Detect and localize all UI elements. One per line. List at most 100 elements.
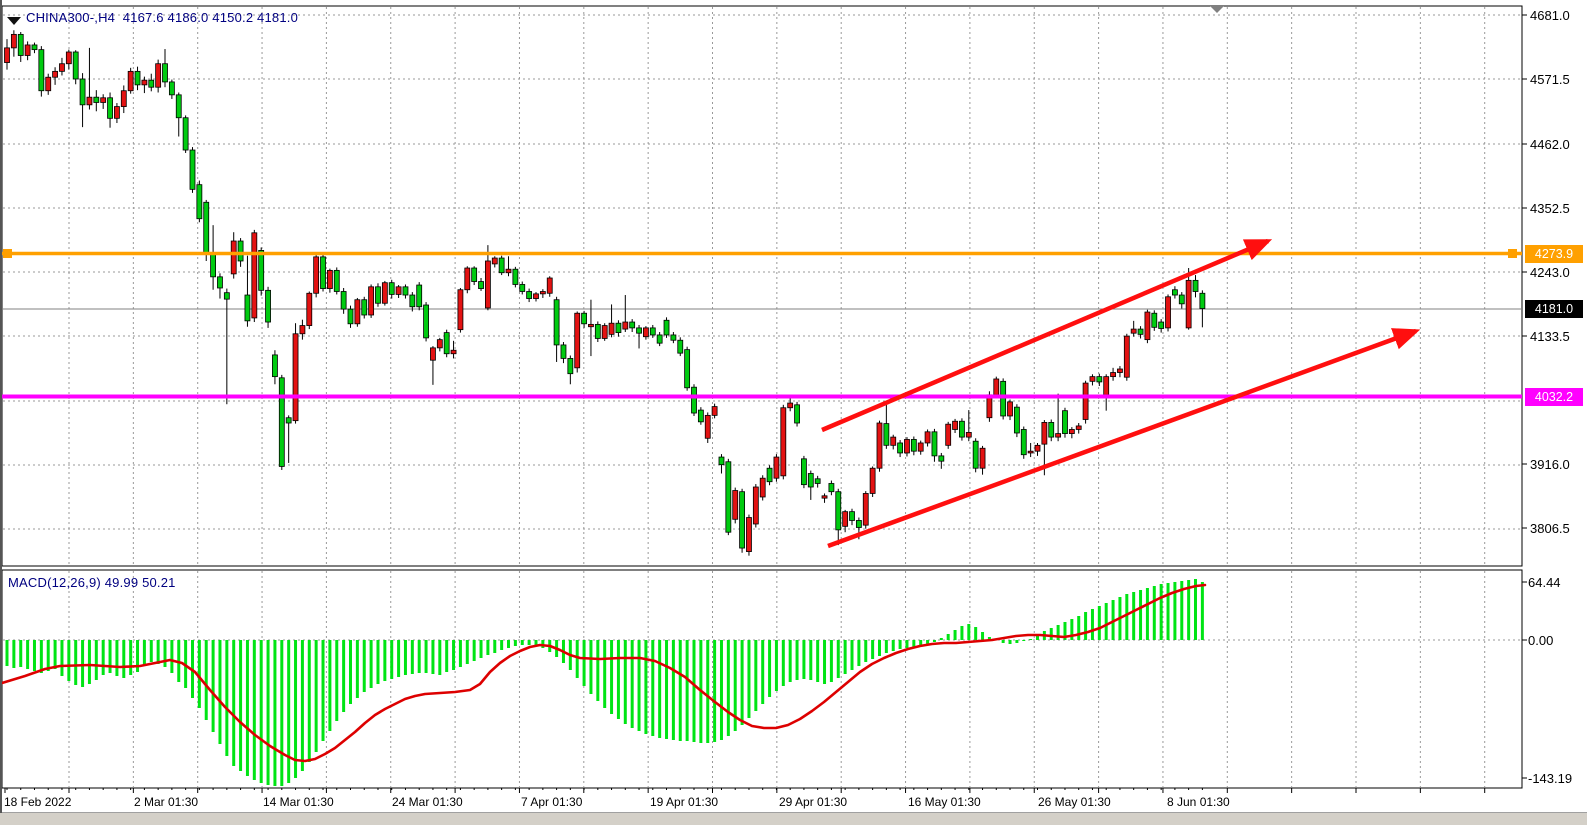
candle-up (862, 493, 869, 526)
resistance-price-tag: 4273.9 (1525, 244, 1583, 263)
candle-down (649, 327, 656, 336)
candle-up (787, 402, 794, 409)
candle-up (601, 325, 608, 339)
candle-down (258, 250, 265, 291)
window-bottom-strip (0, 812, 1587, 825)
macd-signal-line (0, 583, 1207, 763)
time-axis-label: 16 May 01:30 (908, 795, 981, 809)
price-axis-label: 4352.5 (1530, 201, 1570, 216)
candle-up (45, 76, 52, 92)
candle-down (223, 292, 230, 300)
time-axis-label: 14 Mar 01:30 (263, 795, 334, 809)
candle-down (1199, 292, 1206, 309)
candle-down (835, 491, 842, 531)
candle-down (168, 81, 175, 96)
candle-down (244, 294, 251, 322)
candle-up (52, 70, 58, 78)
candle-down (807, 473, 814, 488)
candle-down (629, 321, 636, 329)
candle-down (340, 291, 347, 310)
candle-up (299, 325, 306, 335)
candle-up (1185, 279, 1192, 329)
candle-down (1151, 312, 1158, 328)
candle-up (368, 286, 375, 316)
candle-up (86, 96, 93, 106)
candle-up (1103, 376, 1110, 396)
candle-up (993, 378, 1000, 396)
candle-down (79, 78, 86, 106)
symbol-ohlc-caption: CHINA300-,H4 4167.6 4186.0 4150.2 4181.0 (26, 10, 298, 25)
time-axis-label: 8 Jun 01:30 (1167, 795, 1230, 809)
candle-up (1110, 372, 1116, 378)
candle-down (72, 51, 79, 80)
candle-down (718, 456, 725, 466)
candle-down (237, 240, 244, 262)
candle-down (553, 299, 560, 346)
candle-up (780, 407, 787, 477)
candle-up (643, 327, 649, 338)
candle-up (746, 517, 752, 552)
candle-down (959, 420, 965, 438)
candle-down (361, 299, 368, 316)
candle-down (512, 268, 519, 285)
candle-down (203, 201, 210, 255)
candle-up (904, 439, 910, 454)
candle-up (464, 267, 471, 291)
chart-shift-marker-icon[interactable] (1210, 6, 1224, 13)
macd-axis-label: -143.19 (1528, 771, 1573, 786)
candle-down (910, 439, 917, 452)
candle-down (814, 478, 821, 484)
candle-down (175, 94, 182, 119)
candle-down (849, 511, 855, 521)
candle-down (498, 257, 505, 274)
candle-up (491, 257, 498, 265)
candle-up (292, 333, 299, 422)
candle-up (114, 106, 120, 119)
candle-down (1192, 279, 1199, 292)
candle-down (471, 267, 478, 282)
candle-down (1096, 376, 1103, 383)
candle-down (560, 344, 567, 359)
candle-down (1020, 429, 1027, 456)
resistance-handle-left[interactable] (3, 249, 12, 258)
candle-up (457, 289, 464, 331)
candle-down (189, 149, 196, 190)
candle-down (855, 520, 862, 528)
candle-up (588, 323, 594, 328)
candle-down (148, 79, 155, 88)
candle-down (93, 96, 100, 103)
candle-down (697, 409, 704, 423)
candle-up (1027, 450, 1034, 454)
candle-down (272, 354, 278, 378)
symbol-dropdown-triangle-icon[interactable] (7, 12, 21, 30)
candle-down (416, 284, 423, 308)
candle-down (375, 286, 381, 304)
support-price-tag: 4032.2 (1525, 387, 1583, 406)
candle-up (574, 312, 581, 369)
candle-up (759, 477, 766, 498)
candle-down (388, 282, 395, 295)
candle-up (773, 456, 780, 479)
time-axis-label: 2 Mar 01:30 (134, 795, 199, 809)
candle-down (320, 256, 326, 289)
candle-down (196, 184, 203, 220)
candle-up (979, 447, 986, 469)
candle-down (182, 117, 189, 151)
candle-down (656, 334, 663, 344)
candle-up (1123, 335, 1130, 378)
candle-up (711, 406, 718, 416)
candle-down (883, 423, 890, 446)
channel-upper-trend-arrow[interactable] (821, 238, 1273, 433)
candle-up (1075, 425, 1082, 430)
candle-up (1130, 328, 1137, 334)
candle-up (1144, 311, 1151, 341)
candle-down (677, 339, 684, 354)
candle-up (505, 268, 512, 274)
candle-up (539, 291, 546, 295)
candle-up (251, 232, 258, 319)
channel-lower-trend-arrow[interactable] (827, 328, 1421, 549)
resistance-handle-right[interactable] (1508, 249, 1517, 258)
candle-down (31, 44, 38, 51)
candle-down (766, 467, 773, 483)
